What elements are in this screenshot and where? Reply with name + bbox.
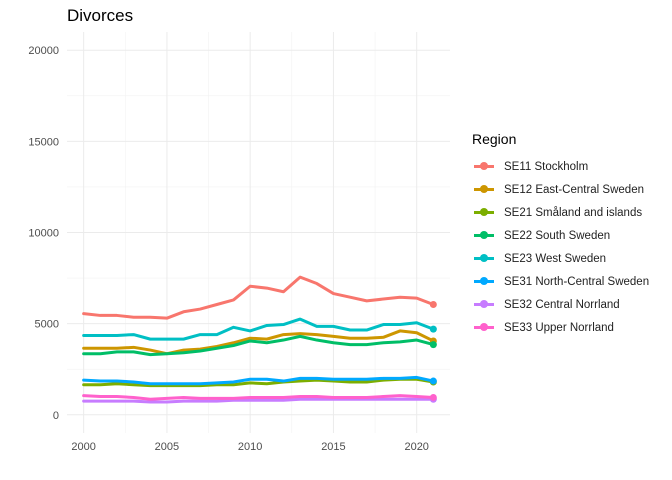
legend-label: SE31 North-Central Sweden	[504, 275, 650, 288]
x-tick-label: 2010	[238, 441, 262, 453]
y-tick-label: 20000	[28, 45, 59, 57]
y-tick-label: 10000	[28, 228, 59, 240]
x-tick-label: 2015	[321, 441, 345, 453]
series-endpoint-4	[429, 341, 437, 349]
legend-item: SE12 East-Central Sweden	[472, 178, 649, 201]
series-endpoint-6	[429, 377, 437, 385]
y-tick-label: 15000	[28, 136, 59, 148]
chart-title: Divorces	[67, 6, 134, 25]
legend-item: SE23 West Sweden	[472, 247, 649, 270]
legend-key	[472, 201, 496, 224]
legend-key-dot	[480, 208, 488, 216]
x-tick-label: 2020	[404, 441, 428, 453]
legend-title: Region	[472, 131, 517, 147]
legend-label: SE33 Upper Norrland	[504, 321, 614, 334]
legend-key-dot	[480, 300, 488, 308]
series-line-8	[82, 394, 435, 401]
legend-label: SE32 Central Norrland	[504, 298, 620, 311]
legend-label: SE21 Småland and islands	[504, 206, 643, 219]
legend-key	[472, 155, 496, 178]
legend-item: SE31 North-Central Sweden	[472, 270, 649, 293]
legend-key	[472, 247, 496, 270]
series-line-3	[82, 377, 435, 388]
axis-labels: 0 5000 10000 15000 20000 2000 2005 2010 2015 2020	[28, 45, 429, 453]
legend-item: SE32 Central Norrland	[472, 293, 649, 316]
legend-key-dot	[480, 277, 488, 285]
legend-key-dot	[480, 185, 488, 193]
series-line-6	[82, 375, 435, 386]
series-line-4	[82, 334, 435, 357]
legend-key-dot	[480, 162, 488, 170]
legend-key	[472, 293, 496, 316]
legend-key	[472, 224, 496, 247]
legend-label: SE22 South Sweden	[504, 229, 611, 242]
series-layer	[82, 275, 437, 404]
legend-key-dot	[480, 254, 488, 262]
series-line-7	[82, 397, 435, 404]
legend-label: SE12 East-Central Sweden	[504, 183, 644, 196]
series-line-5	[82, 317, 435, 341]
legend-item: SE33 Upper Norrland	[472, 316, 649, 339]
legend-key-dot	[480, 323, 488, 331]
grid-layer	[67, 32, 450, 433]
y-tick-label: 0	[53, 410, 59, 422]
series-line-1	[82, 275, 435, 320]
legend-key-dot	[480, 231, 488, 239]
legend-item: SE22 South Sweden	[472, 224, 649, 247]
series-line-2	[82, 329, 435, 356]
legend-items: SE11 Stockholm SE12 East-Central Sweden SE…	[472, 155, 649, 339]
legend-key	[472, 178, 496, 201]
series-endpoint-8	[429, 393, 437, 401]
legend-item: SE21 Småland and islands	[472, 201, 649, 224]
legend-item: SE11 Stockholm	[472, 155, 649, 178]
legend-label: SE23 West Sweden	[504, 252, 607, 265]
series-endpoint-1	[429, 300, 437, 308]
legend-key	[472, 316, 496, 339]
legend-label: SE11 Stockholm	[504, 160, 589, 173]
series-endpoint-5	[429, 325, 437, 333]
legend: Region SE11 Stockholm SE12 East-Central S…	[472, 131, 649, 339]
y-tick-label: 5000	[35, 319, 59, 331]
x-tick-label: 2000	[71, 441, 95, 453]
legend-key	[472, 270, 496, 293]
x-tick-label: 2005	[155, 441, 179, 453]
